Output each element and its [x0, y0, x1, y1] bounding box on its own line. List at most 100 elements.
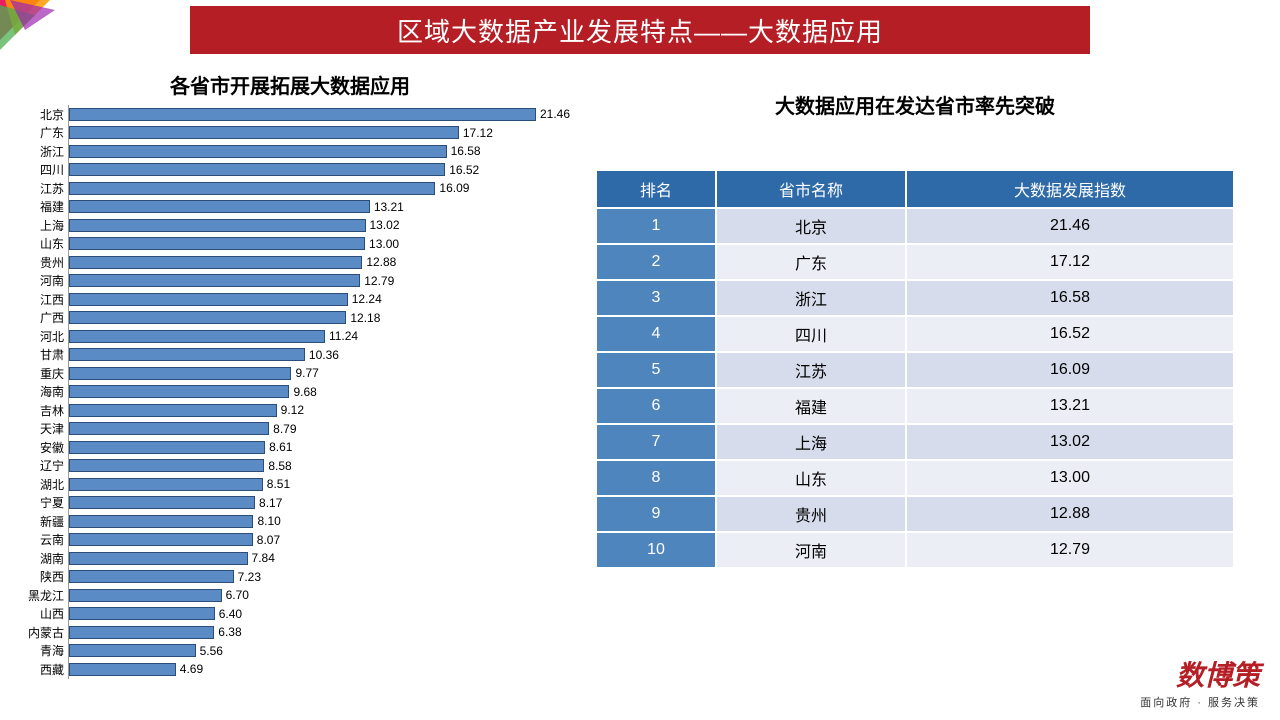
bar-track: 16.52: [68, 161, 570, 180]
rank-cell: 3: [596, 280, 716, 316]
table-row: 5江苏16.09: [596, 352, 1234, 388]
bar-value: 8.07: [257, 533, 280, 547]
bar-track: 11.24: [68, 327, 570, 346]
bar-label: 河南: [10, 272, 68, 289]
bar-label: 天津: [10, 420, 68, 437]
bar-value: 9.77: [295, 366, 318, 380]
bar-value: 9.12: [281, 403, 304, 417]
table-header-cell: 排名: [596, 170, 716, 208]
bar-track: 8.07: [68, 531, 570, 550]
bar-value: 6.70: [226, 588, 249, 602]
bar-fill: [69, 219, 366, 232]
bar-row: 黑龙江6.70: [10, 586, 570, 605]
bar-value: 8.58: [268, 459, 291, 473]
index-cell: 16.52: [906, 316, 1234, 352]
bar-row: 福建13.21: [10, 198, 570, 217]
bar-fill: [69, 200, 370, 213]
bar-track: 9.12: [68, 401, 570, 420]
bar-label: 广西: [10, 309, 68, 326]
logo-text: 数博策: [1140, 654, 1260, 694]
bar-row: 宁夏8.17: [10, 494, 570, 513]
bar-fill: [69, 237, 365, 250]
bar-fill: [69, 626, 214, 639]
bar-value: 16.52: [449, 163, 479, 177]
bar-track: 10.36: [68, 346, 570, 365]
bar-fill: [69, 533, 253, 546]
bar-row: 湖南7.84: [10, 549, 570, 568]
bar-label: 北京: [10, 106, 68, 123]
title-banner: 区域大数据产业发展特点——大数据应用: [190, 6, 1090, 54]
bar-track: 12.18: [68, 309, 570, 328]
bar-track: 8.61: [68, 438, 570, 457]
bar-fill: [69, 589, 222, 602]
bar-fill: [69, 404, 277, 417]
bar-row: 山西6.40: [10, 605, 570, 624]
bar-row: 海南9.68: [10, 383, 570, 402]
bar-row: 上海13.02: [10, 216, 570, 235]
bar-row: 江西12.24: [10, 290, 570, 309]
bar-row: 辽宁8.58: [10, 457, 570, 476]
rank-cell: 10: [596, 532, 716, 568]
bar-track: 8.79: [68, 420, 570, 439]
bar-row: 广西 12.18: [10, 309, 570, 328]
bar-fill: [69, 126, 459, 139]
bar-fill: [69, 108, 536, 121]
rank-cell: 7: [596, 424, 716, 460]
bar-label: 海南: [10, 383, 68, 400]
bar-row: 陕西7.23: [10, 568, 570, 587]
bar-row: 重庆 9.77: [10, 364, 570, 383]
bar-track: 8.17: [68, 494, 570, 513]
table-header-cell: 大数据发展指数: [906, 170, 1234, 208]
bar-label: 广东: [10, 124, 68, 141]
bar-label: 重庆: [10, 365, 68, 382]
name-cell: 山东: [716, 460, 906, 496]
bar-row: 新疆8.10: [10, 512, 570, 531]
rank-cell: 4: [596, 316, 716, 352]
bar-value: 16.09: [439, 181, 469, 195]
bar-row: 吉林9.12: [10, 401, 570, 420]
table-row: 1北京21.46: [596, 208, 1234, 244]
ranking-table: 排名省市名称大数据发展指数1北京21.462广东17.123浙江16.584四川…: [595, 169, 1235, 569]
bar-fill: [69, 663, 176, 676]
bar-label: 湖北: [10, 476, 68, 493]
bar-row: 贵州 12.88: [10, 253, 570, 272]
index-cell: 21.46: [906, 208, 1234, 244]
index-cell: 17.12: [906, 244, 1234, 280]
index-cell: 12.79: [906, 532, 1234, 568]
bar-row: 山东13.00: [10, 235, 570, 254]
bar-track: 12.24: [68, 290, 570, 309]
bar-value: 12.18: [350, 311, 380, 325]
bar-row: 广东 17.12: [10, 124, 570, 143]
bar-track: 6.38: [68, 623, 570, 642]
bar-value: 8.51: [267, 477, 290, 491]
bar-row: 北京21.46: [10, 105, 570, 124]
table-row: 2广东17.12: [596, 244, 1234, 280]
rank-cell: 2: [596, 244, 716, 280]
bar-track: 8.58: [68, 457, 570, 476]
bar-fill: [69, 515, 253, 528]
bar-value: 6.38: [218, 625, 241, 639]
name-cell: 福建: [716, 388, 906, 424]
bar-row: 内蒙古6.38: [10, 623, 570, 642]
bar-fill: [69, 644, 196, 657]
bar-row: 河北11.24: [10, 327, 570, 346]
rank-cell: 8: [596, 460, 716, 496]
bar-track: 12.79: [68, 272, 570, 291]
table-row: 8山东13.00: [596, 460, 1234, 496]
bar-value: 12.88: [366, 255, 396, 269]
bar-fill: [69, 330, 325, 343]
name-cell: 四川: [716, 316, 906, 352]
bars-container: 北京21.46广东17.12浙江16.58四川16.52江苏16.09福建13.…: [10, 105, 570, 679]
bar-row: 河南12.79: [10, 272, 570, 291]
bar-row: 江苏16.09: [10, 179, 570, 198]
bar-label: 河北: [10, 328, 68, 345]
table-row: 6福建13.21: [596, 388, 1234, 424]
footer-logo: 数博策 面向政府 · 服务决策: [1140, 654, 1260, 710]
bar-value: 17.12: [463, 126, 493, 140]
bar-label: 甘肃: [10, 346, 68, 363]
corner-decoration: [0, 0, 60, 60]
bar-track: 16.58: [68, 142, 570, 161]
table-row: 4四川16.52: [596, 316, 1234, 352]
bar-label: 贵州: [10, 254, 68, 271]
bar-value: 13.02: [370, 218, 400, 232]
